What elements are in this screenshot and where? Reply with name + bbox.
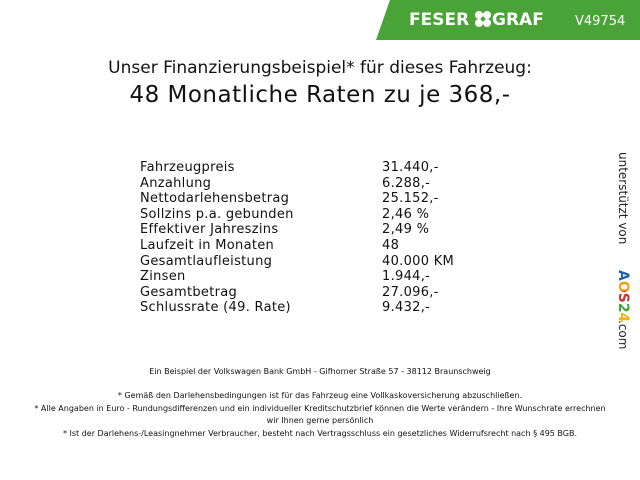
row-value: 25.152,- bbox=[382, 191, 439, 207]
row-label: Fahrzeugpreis bbox=[140, 160, 235, 175]
sponsor: unterstützt von AOS24 .com bbox=[615, 152, 631, 349]
row-label: Schlussrate (49. Rate) bbox=[140, 300, 291, 316]
footnote: * Alle Angaben in Euro - Rundungsdiffere… bbox=[34, 403, 606, 426]
table-row: Zinsen 1.944,- bbox=[140, 269, 460, 285]
row-value: 31.440,- bbox=[382, 160, 439, 175]
banner bbox=[376, 0, 640, 40]
title-line: Unser Finanzierungsbeispiel* für dieses … bbox=[108, 58, 532, 78]
row-label: Sollzins p.a. gebunden bbox=[140, 206, 294, 222]
bank-note: Ein Beispiel der Volkswagen Bank GmbH - … bbox=[149, 367, 491, 376]
row-value: 40.000 KM bbox=[382, 253, 455, 269]
row-value: 6.288,- bbox=[382, 175, 431, 191]
sponsor-suffix: .com bbox=[616, 320, 630, 349]
table-row: Effektiver Jahreszins 2,49 % bbox=[140, 222, 460, 238]
logo-text: GRAF bbox=[492, 10, 544, 30]
table-row: Fahrzeugpreis 31.440,- bbox=[140, 160, 460, 176]
finance-table: Fahrzeugpreis 31.440,- Anzahlung 6.288,- Net… bbox=[140, 160, 460, 316]
row-label: Effektiver Jahreszins bbox=[140, 222, 279, 238]
table-row: Nettodarlehensbetrag 25.152,- bbox=[140, 191, 460, 207]
row-label: Laufzeit in Monaten bbox=[140, 237, 275, 253]
title-rate: 48 Monatliche Raten zu je 368,- bbox=[129, 82, 511, 108]
row-value: 1.944,- bbox=[382, 269, 431, 285]
vehicle-code: V49754 bbox=[575, 14, 625, 29]
table-row: Gesamtbetrag 27.096,- bbox=[140, 285, 460, 301]
row-label: Anzahlung bbox=[140, 175, 212, 191]
notes: * Gemäß den Darlehensbedingungen ist für… bbox=[30, 390, 610, 440]
footnote: * Gemäß den Darlehensbedingungen ist für… bbox=[117, 391, 523, 400]
row-label: Gesamtlaufleistung bbox=[140, 253, 273, 269]
row-value: 2,46 % bbox=[382, 206, 430, 222]
row-label: Nettodarlehensbetrag bbox=[140, 191, 290, 207]
table-row: Schlussrate (49. Rate) 9.432,- bbox=[140, 300, 460, 316]
row-value: 9.432,- bbox=[382, 300, 431, 316]
row-label: Zinsen bbox=[140, 269, 186, 285]
row-label: Gesamtbetrag bbox=[140, 284, 238, 300]
table-row: Sollzins p.a. gebunden 2,46 % bbox=[140, 207, 460, 223]
logo-text: FESER bbox=[409, 10, 469, 30]
table-row: Laufzeit in Monaten 48 bbox=[140, 238, 460, 254]
logo-icon bbox=[475, 11, 491, 27]
footnote: * Ist der Darlehens-/Leasingnehmer Verbr… bbox=[62, 428, 578, 438]
row-value: 27.096,- bbox=[382, 284, 439, 300]
row-value: 48 bbox=[382, 237, 400, 253]
row-value: 2,49 % bbox=[382, 222, 430, 238]
sponsor-prefix: unterstützt von bbox=[616, 152, 630, 244]
sponsor-brand: AOS24 bbox=[615, 270, 631, 323]
table-row: Anzahlung 6.288,- bbox=[140, 176, 460, 192]
table-row: Gesamtlaufleistung 40.000 KM bbox=[140, 254, 460, 270]
